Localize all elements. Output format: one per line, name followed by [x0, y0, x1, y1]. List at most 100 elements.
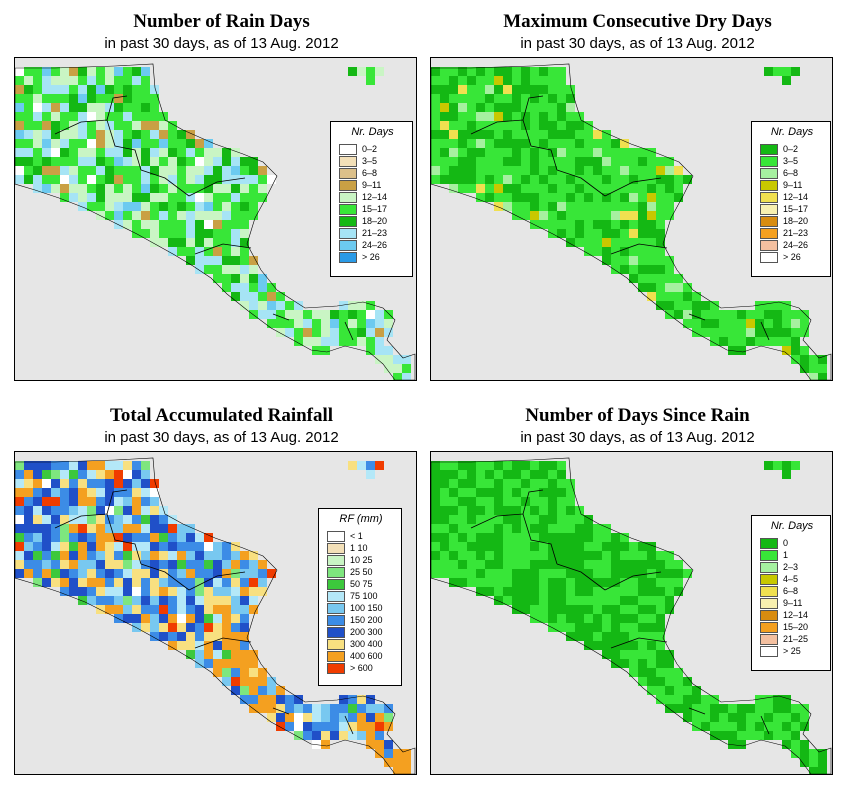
map-cell [60, 470, 69, 479]
map-cell [467, 148, 476, 157]
map-cell [458, 112, 467, 121]
map-cell [602, 175, 611, 184]
map-cell [440, 470, 449, 479]
map-cell [557, 76, 566, 85]
legend-item: > 25 [760, 645, 824, 657]
map-cell [530, 578, 539, 587]
map-cell [539, 587, 548, 596]
map-cell [78, 524, 87, 533]
map-cell [602, 542, 611, 551]
map-cell [60, 175, 69, 184]
map-cell [15, 103, 24, 112]
map-cell [195, 587, 204, 596]
map-cell [764, 301, 773, 310]
map-cell [267, 283, 276, 292]
map-cell [521, 497, 530, 506]
map-cell [485, 139, 494, 148]
map-cell [150, 229, 159, 238]
map-cell [384, 364, 393, 373]
map-cell [294, 731, 303, 740]
map-cell [485, 103, 494, 112]
map-cell [503, 560, 512, 569]
map-cell [141, 470, 150, 479]
map-cell [665, 659, 674, 668]
map-cell [249, 292, 258, 301]
map-cell [530, 76, 539, 85]
map-cell [51, 139, 60, 148]
map-cell [78, 166, 87, 175]
map-cell [357, 731, 366, 740]
map-cell [656, 256, 665, 265]
map-cell [204, 247, 213, 256]
panel-title: Maximum Consecutive Dry Days [503, 11, 772, 32]
map-cell [593, 596, 602, 605]
map-cell [521, 479, 530, 488]
map-cell [195, 533, 204, 542]
map-cell [357, 328, 366, 337]
map-cell [303, 704, 312, 713]
map-cell [485, 470, 494, 479]
map-cell [548, 515, 557, 524]
legend-swatch [339, 251, 357, 263]
map-cell [638, 677, 647, 686]
map-cell [449, 166, 458, 175]
map-cell [159, 193, 168, 202]
map-cell [593, 184, 602, 193]
map-cell [638, 148, 647, 157]
map-cell [431, 157, 440, 166]
map-cell [431, 551, 440, 560]
map-cell [69, 533, 78, 542]
map-cell [132, 67, 141, 76]
map-cell [746, 337, 755, 346]
map-cell [503, 533, 512, 542]
map-cell [656, 301, 665, 310]
map-cell [602, 650, 611, 659]
map-cell [566, 542, 575, 551]
map-cell [42, 578, 51, 587]
map-cell [375, 713, 384, 722]
map-cell [168, 130, 177, 139]
legend-label: 6–8 [783, 586, 799, 596]
map-cell [485, 479, 494, 488]
map-cell [494, 470, 503, 479]
map-cell [611, 641, 620, 650]
map-cell [213, 166, 222, 175]
map-cell [186, 184, 195, 193]
map-cell [141, 569, 150, 578]
map-cell [620, 569, 629, 578]
map-cell [78, 533, 87, 542]
map-cell [656, 551, 665, 560]
map-cell [494, 166, 503, 175]
map-cell [611, 265, 620, 274]
map-cell [647, 578, 656, 587]
map-cell [557, 569, 566, 578]
map-cell [276, 301, 285, 310]
map-cell [620, 650, 629, 659]
map-cell [449, 560, 458, 569]
map-cell [24, 470, 33, 479]
map-cell [366, 461, 375, 470]
map-cell [177, 587, 186, 596]
legend-label: 12–14 [362, 192, 388, 202]
map-cell [384, 328, 393, 337]
map-cell [222, 193, 231, 202]
country-border [556, 169, 606, 197]
map-cell [728, 704, 737, 713]
map-cell [593, 587, 602, 596]
map-cell [231, 587, 240, 596]
map-cell [69, 497, 78, 506]
map-cell [782, 328, 791, 337]
map-cell [566, 184, 575, 193]
map-cell [584, 587, 593, 596]
map-cell [584, 560, 593, 569]
map-cell [656, 650, 665, 659]
map-cell [114, 76, 123, 85]
map-cell [240, 569, 249, 578]
map-cell [33, 542, 42, 551]
map-cell [69, 470, 78, 479]
map-cell [231, 596, 240, 605]
map-cell [521, 166, 530, 175]
map-cell [240, 211, 249, 220]
map-cell [222, 596, 231, 605]
map-cell [539, 614, 548, 623]
